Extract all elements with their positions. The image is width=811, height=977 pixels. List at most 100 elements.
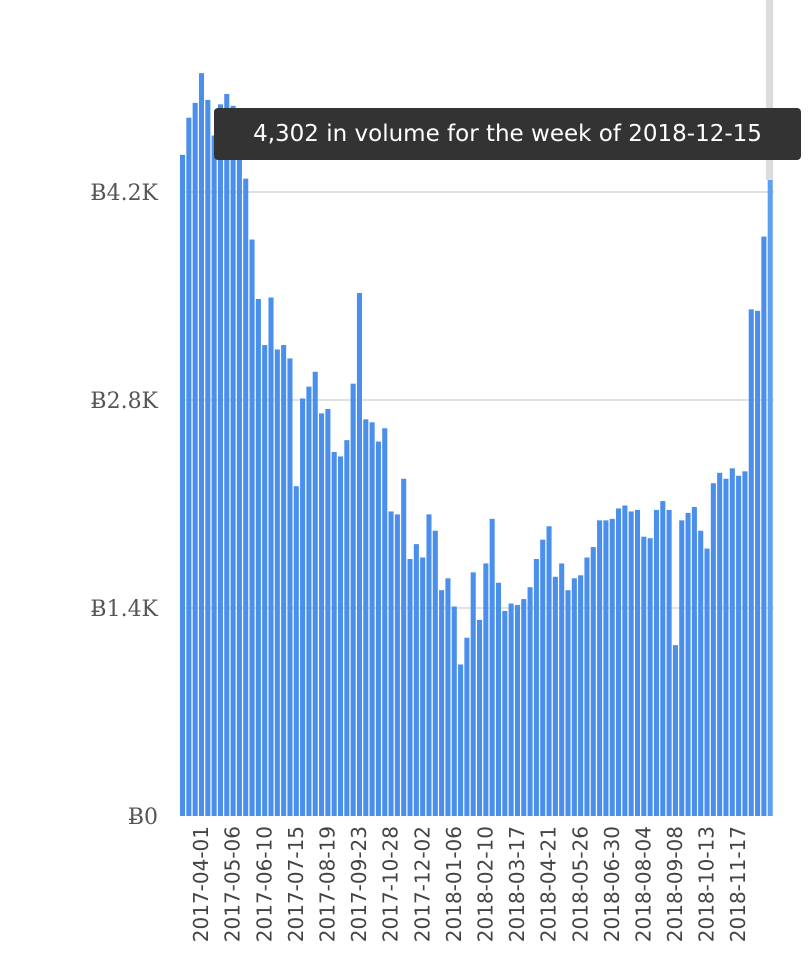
- x-tick-label: 2017-09-23: [347, 826, 371, 942]
- bar[interactable]: [571, 578, 577, 816]
- bar[interactable]: [224, 93, 230, 816]
- bar[interactable]: [603, 520, 609, 816]
- bar[interactable]: [584, 557, 590, 816]
- bar[interactable]: [382, 428, 388, 816]
- bar[interactable]: [748, 309, 754, 816]
- bar[interactable]: [634, 509, 641, 816]
- bar[interactable]: [755, 310, 761, 816]
- bar[interactable]: [742, 471, 748, 816]
- bar[interactable]: [230, 105, 236, 817]
- bar[interactable]: [255, 298, 261, 816]
- bar[interactable]: [458, 664, 464, 816]
- bar[interactable]: [306, 386, 312, 816]
- bar[interactable]: [704, 548, 710, 816]
- bar[interactable]: [597, 520, 603, 816]
- x-tick-label: 2018-06-30: [600, 826, 624, 942]
- bar[interactable]: [710, 483, 716, 816]
- bar[interactable]: [533, 558, 539, 816]
- bar[interactable]: [439, 590, 445, 816]
- bar[interactable]: [369, 422, 375, 816]
- bar[interactable]: [249, 239, 255, 816]
- bar[interactable]: [565, 590, 571, 816]
- bar[interactable]: [325, 408, 331, 816]
- bar[interactable]: [666, 509, 672, 816]
- bar[interactable]: [211, 135, 217, 817]
- bar[interactable]: [672, 645, 678, 816]
- bar[interactable]: [660, 501, 666, 816]
- bar[interactable]: [281, 345, 287, 816]
- bar[interactable]: [477, 619, 483, 816]
- y-tick-label: Ƀ1.4K: [90, 597, 158, 622]
- bar[interactable]: [736, 475, 742, 816]
- bar[interactable]: [344, 440, 350, 816]
- bar[interactable]: [685, 512, 691, 816]
- bar[interactable]: [401, 478, 407, 816]
- bar[interactable]: [236, 156, 242, 817]
- bar[interactable]: [546, 526, 552, 816]
- bar[interactable]: [445, 578, 451, 816]
- bar[interactable]: [426, 514, 432, 816]
- bar[interactable]: [717, 472, 723, 816]
- bar[interactable]: [723, 478, 729, 816]
- bar[interactable]: [451, 606, 457, 816]
- bar[interactable]: [262, 345, 268, 816]
- bar[interactable]: [312, 371, 318, 816]
- bar[interactable]: [293, 486, 299, 816]
- bar[interactable]: [679, 520, 685, 816]
- x-tick-label: 2018-11-17: [726, 826, 750, 942]
- bar[interactable]: [243, 178, 249, 816]
- bar[interactable]: [559, 563, 565, 816]
- bar[interactable]: [432, 530, 438, 816]
- bar[interactable]: [186, 117, 192, 816]
- bar[interactable]: [268, 297, 274, 816]
- bar[interactable]: [616, 508, 622, 816]
- bar[interactable]: [527, 587, 533, 816]
- bar[interactable]: [319, 413, 325, 816]
- bar[interactable]: [300, 398, 306, 816]
- x-tick-label: 2018-08-04: [631, 826, 655, 942]
- bar[interactable]: [767, 176, 773, 816]
- bar[interactable]: [698, 530, 704, 816]
- bar[interactable]: [653, 509, 660, 816]
- bar[interactable]: [331, 452, 337, 816]
- bar[interactable]: [641, 536, 647, 816]
- bar[interactable]: [274, 349, 280, 816]
- bar[interactable]: [489, 518, 495, 816]
- bar[interactable]: [622, 505, 628, 816]
- bar[interactable]: [464, 637, 470, 816]
- bar[interactable]: [508, 603, 514, 816]
- bar[interactable]: [578, 575, 584, 816]
- bar[interactable]: [502, 610, 508, 816]
- bar[interactable]: [647, 538, 653, 816]
- bar[interactable]: [761, 236, 767, 816]
- bar[interactable]: [628, 511, 634, 816]
- bar[interactable]: [192, 102, 198, 816]
- bar[interactable]: [521, 599, 527, 816]
- bar[interactable]: [540, 539, 546, 816]
- bar[interactable]: [552, 576, 558, 816]
- bar[interactable]: [590, 547, 596, 816]
- bar[interactable]: [375, 441, 381, 816]
- bar[interactable]: [470, 572, 476, 816]
- bar[interactable]: [356, 293, 363, 817]
- bar[interactable]: [198, 73, 205, 816]
- bar[interactable]: [394, 514, 400, 816]
- bar[interactable]: [217, 104, 223, 816]
- bar[interactable]: [205, 99, 211, 817]
- bar[interactable]: [388, 511, 394, 816]
- bar[interactable]: [729, 468, 735, 816]
- bar[interactable]: [287, 358, 293, 816]
- bar[interactable]: [483, 563, 489, 816]
- bar[interactable]: [407, 558, 413, 816]
- bar[interactable]: [337, 456, 344, 816]
- bar[interactable]: [609, 518, 615, 816]
- bar[interactable]: [420, 557, 426, 816]
- scrollbar-track[interactable]: [766, 0, 773, 180]
- bar[interactable]: [180, 154, 186, 816]
- bar[interactable]: [514, 605, 520, 816]
- bar[interactable]: [363, 419, 369, 816]
- bar[interactable]: [495, 582, 502, 816]
- bar[interactable]: [350, 383, 356, 816]
- bar[interactable]: [691, 506, 697, 816]
- bar[interactable]: [413, 544, 419, 816]
